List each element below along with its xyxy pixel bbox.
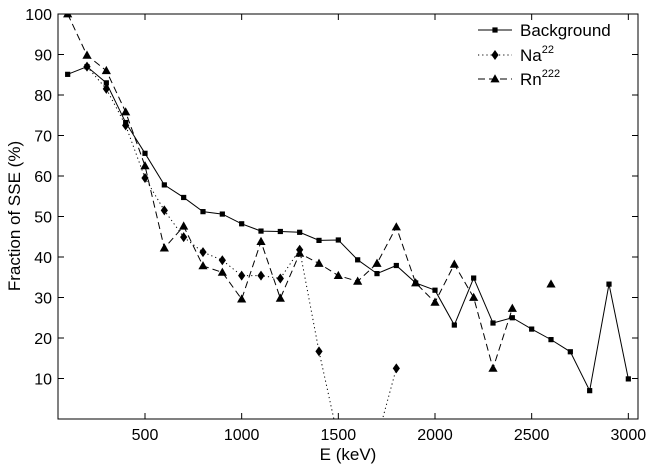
- legend-marker-rn222: [490, 74, 500, 83]
- data-point-rn222: [333, 270, 343, 280]
- data-point-rn222: [198, 261, 208, 270]
- data-point-rn222: [101, 65, 111, 75]
- y-tick-label: 30: [34, 291, 52, 308]
- data-point-rn222: [256, 236, 266, 246]
- data-point-rn222: [507, 303, 517, 312]
- series-line-na22: [86, 66, 397, 419]
- y-tick-label: 70: [34, 129, 52, 146]
- y-tick-label: 80: [34, 88, 52, 105]
- legend-label-na22: Na22: [520, 44, 554, 65]
- y-tick-label: 100: [25, 7, 52, 24]
- axis-ticks: 500 1000 1500 2000 2500 3000 10 20 30 40 50 60 70 80 9…: [25, 7, 646, 444]
- legend-label-background: Background: [520, 21, 611, 40]
- x-axis-label: E (keV): [320, 445, 377, 464]
- x-tick-label: 500: [132, 427, 159, 444]
- data-point-rn222: [469, 292, 479, 301]
- data-point-rn222: [449, 259, 459, 268]
- data-point-rn222: [237, 294, 247, 303]
- data-point-background: [548, 337, 554, 343]
- data-point-na22: [276, 273, 284, 284]
- data-point-background: [335, 237, 341, 243]
- x-tick-label: 1500: [321, 427, 357, 444]
- data-point-background: [432, 287, 438, 293]
- y-tick-label: 60: [34, 169, 52, 186]
- data-point-background: [625, 376, 631, 382]
- series-line-rn222: [67, 14, 513, 371]
- y-tick-label: 20: [34, 331, 52, 348]
- data-point-background: [277, 228, 283, 235]
- data-point-background: [490, 320, 496, 326]
- data-point-na22: [122, 120, 130, 131]
- data-point-background: [529, 326, 535, 332]
- data-point-background: [161, 182, 167, 188]
- data-point-background: [103, 80, 109, 86]
- x-tick-label: 2500: [514, 427, 550, 444]
- data-point-rn222: [430, 297, 440, 306]
- data-point-na22: [315, 346, 323, 357]
- data-point-background: [606, 281, 612, 287]
- data-point-background: [567, 349, 573, 355]
- data-point-rn222: [353, 276, 363, 285]
- data-point-background: [451, 322, 457, 328]
- data-point-rn222: [546, 279, 556, 288]
- y-tick-label: 90: [34, 48, 52, 65]
- data-point-rn222: [488, 363, 498, 372]
- data-point-na22: [83, 61, 91, 72]
- data-point-rn222: [179, 221, 189, 230]
- data-point-background: [142, 150, 148, 156]
- legend-marker-background: [492, 27, 498, 33]
- legend-label-rn222: Rn222: [520, 68, 560, 89]
- data-point-rn222: [63, 14, 73, 18]
- data-point-background: [316, 237, 322, 243]
- data-point-background: [181, 194, 187, 201]
- data-point-rn222: [159, 243, 169, 252]
- data-point-na22: [141, 173, 149, 184]
- data-point-rn222: [217, 267, 227, 276]
- data-point-rn222: [295, 248, 305, 257]
- data-point-rn222: [140, 161, 150, 170]
- x-tick-label: 1000: [224, 427, 260, 444]
- data-point-background: [509, 315, 515, 321]
- data-point-rn222: [314, 258, 324, 267]
- data-point-background: [258, 228, 264, 234]
- data-point-na22: [257, 270, 265, 281]
- legend: Background Na22 Rn222: [478, 21, 611, 89]
- data-point-na22: [218, 255, 226, 266]
- data-point-background: [200, 209, 206, 215]
- data-point-rn222: [391, 222, 401, 231]
- data-point-na22: [102, 83, 110, 94]
- data-point-background: [239, 221, 245, 227]
- data-point-background: [65, 71, 71, 77]
- data-point-na22: [392, 363, 400, 374]
- data-point-rn222: [82, 50, 92, 59]
- data-point-na22: [238, 270, 246, 281]
- data-point-rn222: [275, 293, 285, 302]
- legend-marker-na22: [491, 50, 499, 60]
- data-point-background: [587, 388, 593, 394]
- data-point-rn222: [121, 107, 131, 116]
- data-point-na22: [199, 247, 207, 258]
- data-point-rn222: [372, 258, 382, 267]
- data-point-rn222: [411, 278, 421, 287]
- data-point-na22: [180, 232, 188, 243]
- series-line-background: [67, 66, 629, 393]
- series-lines: [67, 14, 629, 419]
- data-point-background: [374, 271, 380, 277]
- data-point-background: [219, 211, 225, 217]
- x-tick-label: 3000: [611, 427, 647, 444]
- x-tick-label: 2000: [417, 427, 453, 444]
- series-markers: [63, 14, 631, 394]
- data-point-background: [393, 262, 399, 269]
- data-point-background: [471, 275, 477, 281]
- y-tick-label: 50: [34, 210, 52, 227]
- data-point-background: [355, 257, 361, 263]
- y-tick-label: 10: [34, 372, 52, 389]
- y-tick-label: 40: [34, 250, 52, 267]
- y-axis-label: Fraction of SSE (%): [5, 141, 24, 291]
- data-point-na22: [160, 205, 168, 216]
- data-point-background: [297, 229, 303, 235]
